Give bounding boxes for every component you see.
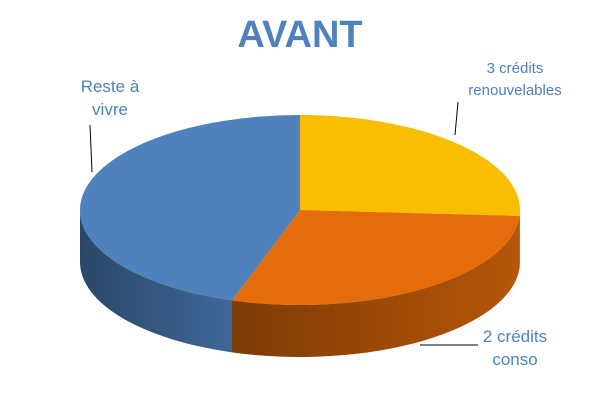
slices [79, 115, 520, 357]
slice-side [232, 215, 520, 357]
slice [79, 115, 300, 301]
slice [232, 210, 520, 305]
chart-title: AVANT [237, 14, 363, 56]
slice [300, 115, 520, 216]
leader-line [89, 124, 93, 173]
slice-side [80, 210, 233, 353]
slice-label: 3 crédits renouvelables [468, 60, 562, 99]
slice-label: 2 crédits conso [482, 327, 548, 369]
leader-line [454, 101, 459, 136]
slice-label: Reste à vivre [80, 77, 140, 119]
